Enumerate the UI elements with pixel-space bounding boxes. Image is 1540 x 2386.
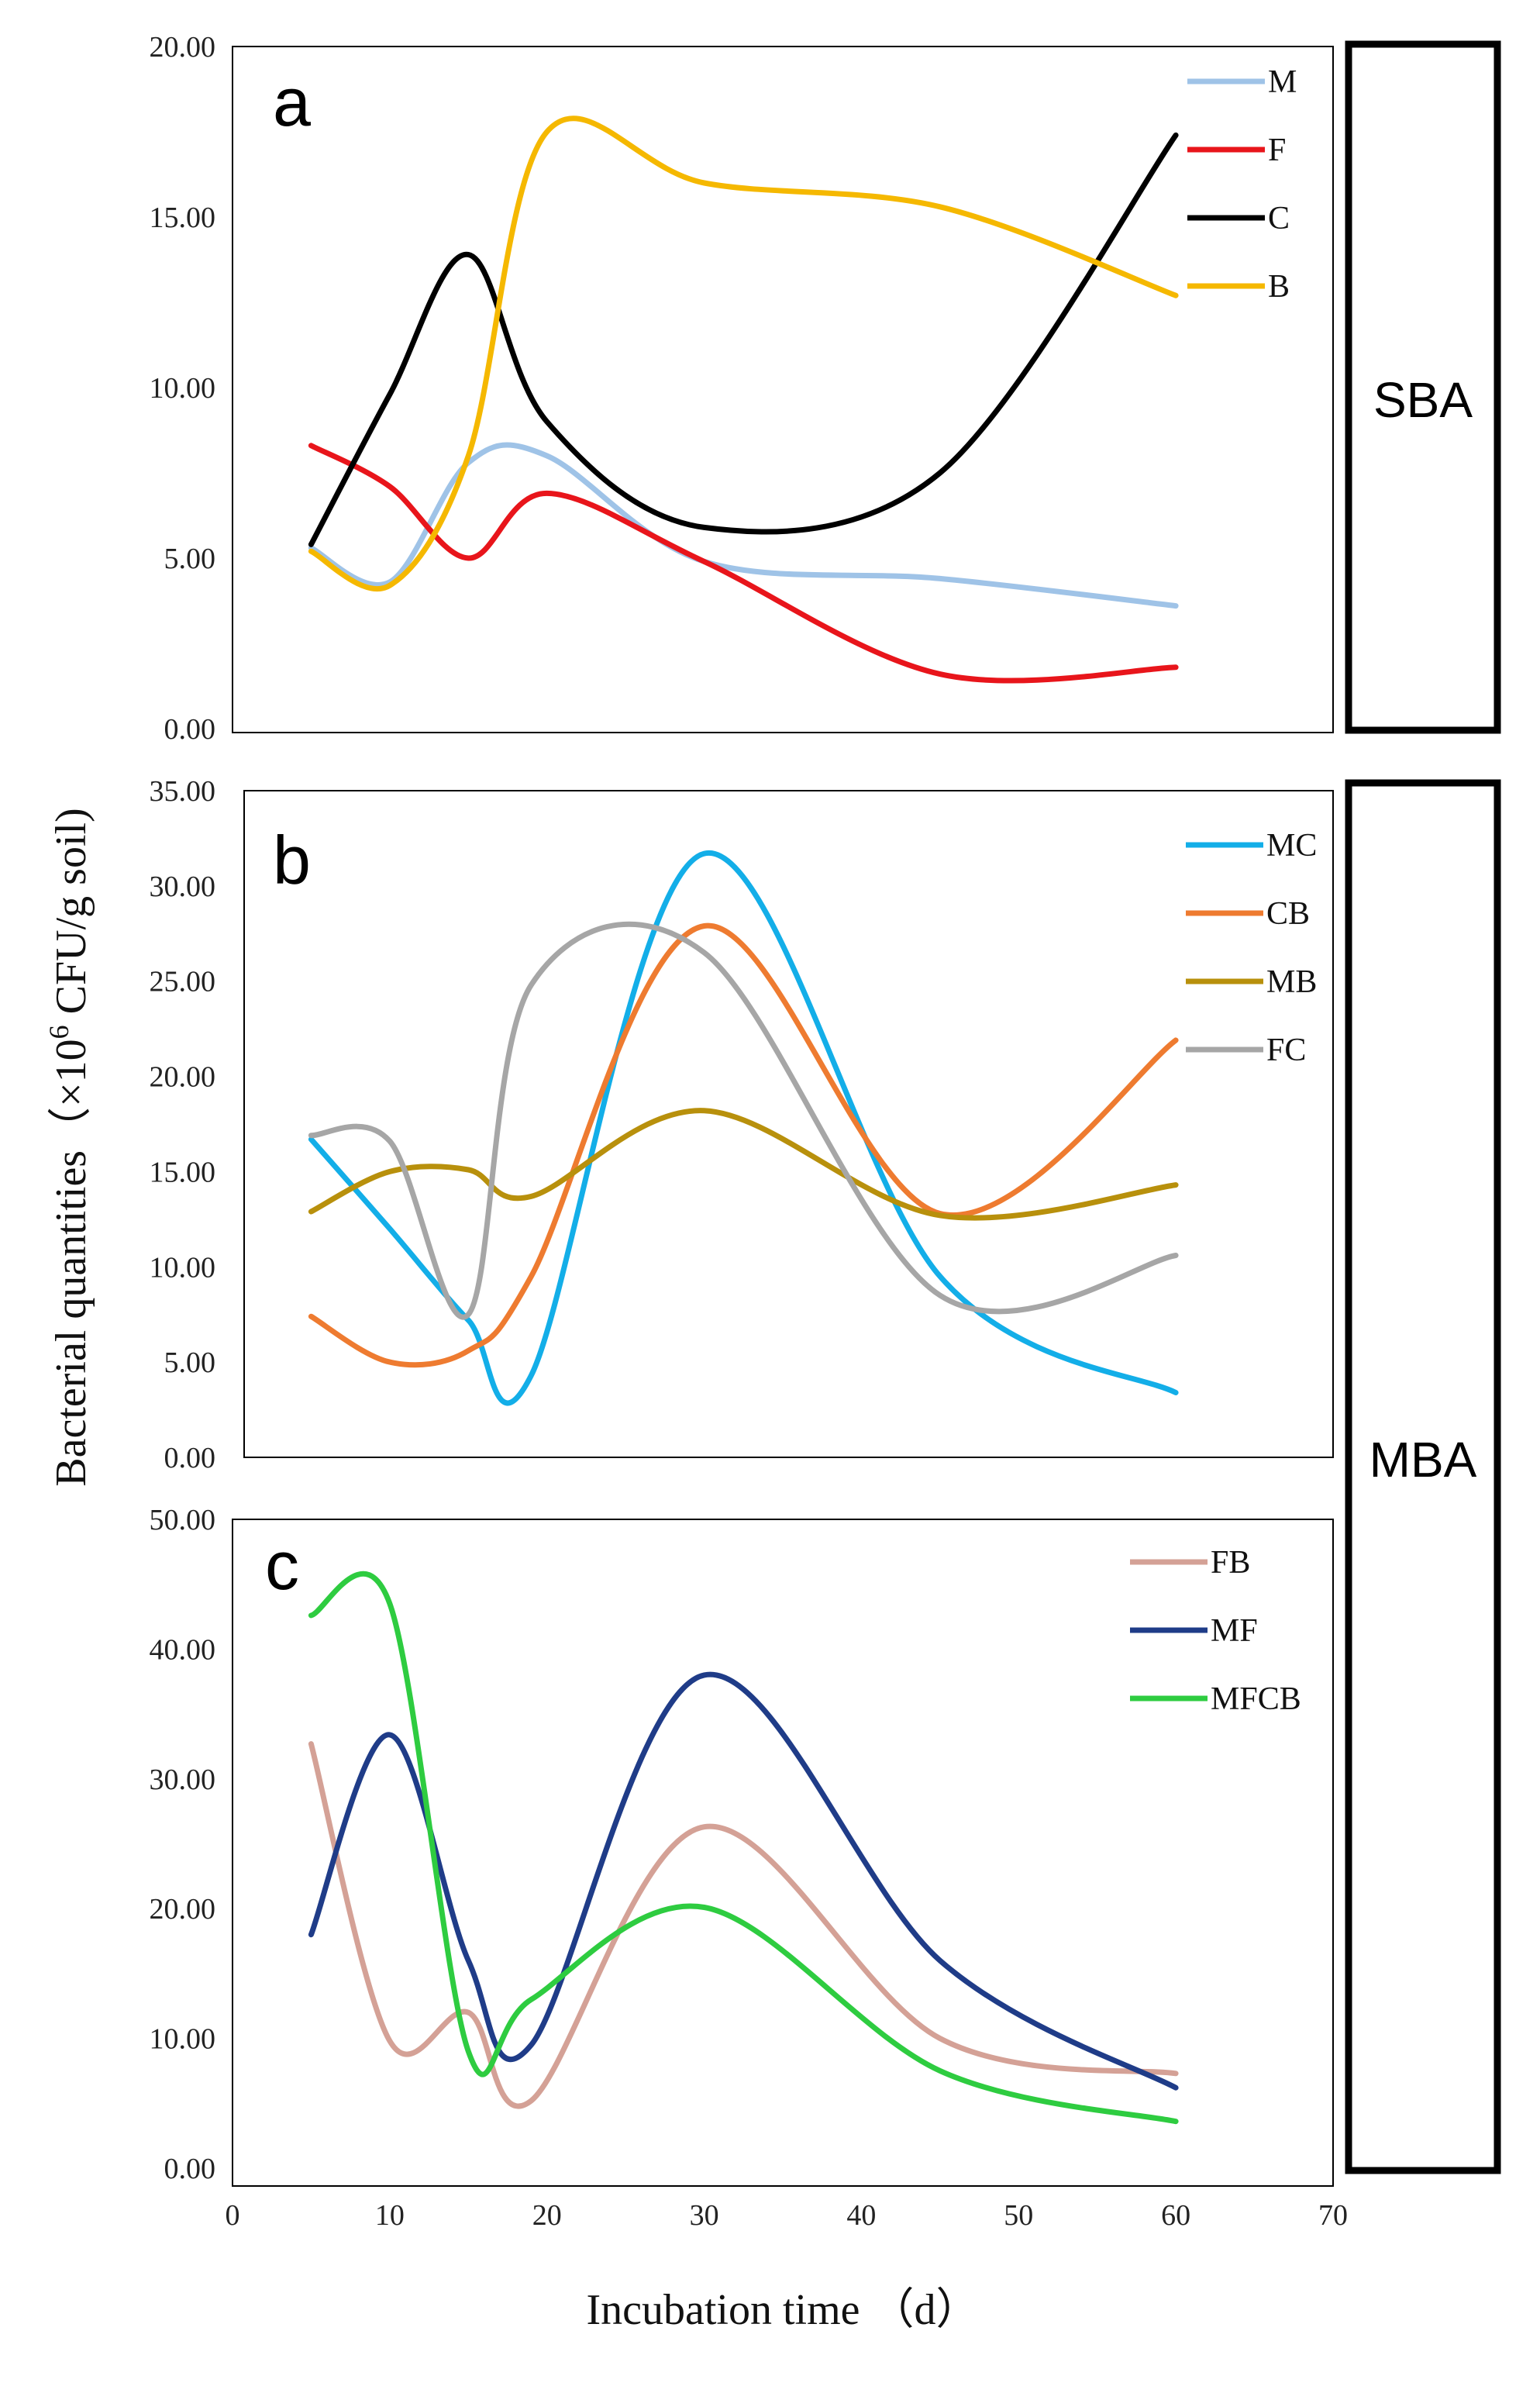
panel-a-frame [232, 46, 1334, 733]
y-tick-label: 10.00 [150, 2023, 216, 2056]
x-tick-label: 50 [1004, 2199, 1033, 2232]
panel-a-series [308, 116, 1179, 684]
series-line-fb [308, 1741, 1179, 2109]
y-tick-label: 10.00 [150, 372, 216, 405]
y-tick-label: 30.00 [150, 1764, 216, 1796]
series-line-mfcb [308, 1571, 1179, 2125]
y-tick-label: 35.00 [150, 775, 216, 808]
series-line-m [308, 442, 1179, 609]
panel-a-legend: MFCB [1187, 64, 1297, 305]
y-tick-label: 15.00 [150, 1156, 216, 1188]
y-tick-label: 20.00 [150, 1893, 216, 1926]
y-tick-label: 0.00 [164, 1442, 216, 1474]
y-tick-label: 25.00 [150, 966, 216, 998]
legend-label-fb: FB [1211, 1545, 1250, 1581]
y-tick-label: 10.00 [150, 1251, 216, 1284]
y-tick-label: 20.00 [150, 1061, 216, 1094]
panel-a-y-ticks: 0.00 5.00 10.00 15.00 20.00 [150, 31, 216, 746]
y-tick-label: 50.00 [150, 1504, 216, 1536]
legend-label-b: B [1268, 269, 1290, 305]
y-axis-label: Bacterial quantities（×106 CFU/g soil) [43, 808, 95, 1486]
y-tick-label: 30.00 [150, 871, 216, 903]
panel-c-y-ticks: 0.00 10.00 20.00 30.00 40.00 50.00 [150, 1504, 216, 2185]
panel-b-legend: MC CB MB FC [1186, 828, 1317, 1068]
legend-label-f: F [1268, 133, 1286, 168]
legend-label-mf: MF [1211, 1613, 1258, 1649]
x-tick-label: 10 [375, 2199, 405, 2232]
panel-c-series [308, 1571, 1179, 2125]
series-line-fc [308, 921, 1179, 1320]
panel-c-legend: FB MF MFCB [1130, 1545, 1301, 1717]
series-line-b [308, 116, 1179, 592]
sba-label: SBA [1373, 372, 1473, 428]
legend-label-c: C [1268, 201, 1290, 236]
legend-label-cb: CB [1266, 896, 1310, 932]
x-axis-label: Incubation time （d） [586, 2286, 979, 2334]
y-tick-label: 40.00 [150, 1633, 216, 1666]
y-tick-label: 0.00 [164, 713, 216, 746]
series-line-mb [308, 1108, 1179, 1221]
x-tick-label: 30 [690, 2199, 719, 2232]
legend-label-fc: FC [1266, 1033, 1306, 1068]
y-tick-label: 20.00 [150, 31, 216, 64]
sba-box [1345, 40, 1501, 734]
x-tick-label: 60 [1161, 2199, 1190, 2232]
panel-b-series [308, 850, 1179, 1406]
panel-c-frame [232, 1519, 1334, 2187]
mba-label: MBA [1369, 1432, 1477, 1488]
y-tick-label: 0.00 [164, 2153, 216, 2185]
x-ticks: 0 10 20 30 40 50 60 70 [226, 2199, 1349, 2232]
x-tick-label: 70 [1318, 2199, 1348, 2232]
x-tick-label: 0 [226, 2199, 240, 2232]
legend-label-m: M [1268, 64, 1297, 100]
legend-label-mc: MC [1266, 828, 1317, 864]
series-line-c [308, 132, 1179, 547]
mba-box [1345, 779, 1501, 2174]
y-tick-label: 5.00 [164, 1346, 216, 1379]
panel-b-frame [243, 790, 1334, 1458]
panel-b-y-ticks: 0.00 5.00 10.00 15.00 20.00 25.00 30.00 35.00 [150, 775, 216, 1474]
series-line-mc [308, 850, 1179, 1406]
series-line-cb [308, 922, 1179, 1368]
x-tick-label: 20 [532, 2199, 562, 2232]
y-tick-label: 15.00 [150, 202, 216, 234]
x-tick-label: 40 [846, 2199, 876, 2232]
series-line-f [308, 443, 1179, 684]
panel-c-label: c [265, 1527, 299, 1604]
y-tick-label: 5.00 [164, 543, 216, 575]
legend-label-mfcb: MFCB [1211, 1681, 1301, 1717]
legend-label-mb: MB [1266, 964, 1317, 1000]
panel-b-label: b [273, 822, 311, 898]
panel-a-label: a [273, 64, 311, 140]
